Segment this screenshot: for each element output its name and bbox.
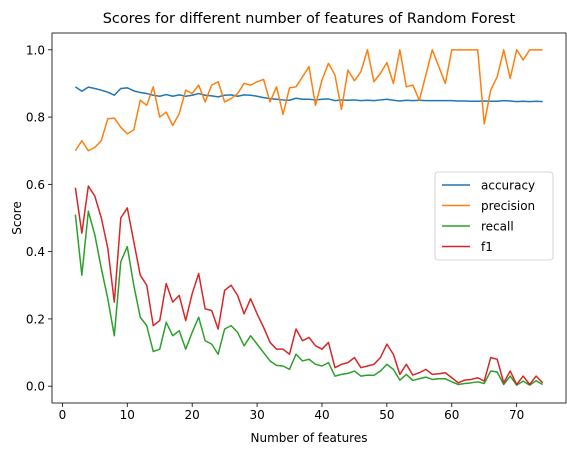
y-tick-label: 0.0 — [26, 380, 45, 394]
plot-area — [51, 32, 567, 404]
y-axis-label: Score — [10, 201, 24, 235]
series-lines — [74, 49, 544, 386]
chart-title: Scores for different number of features … — [103, 11, 516, 27]
plot-frame — [51, 32, 567, 404]
y-tick-label: 1.0 — [26, 43, 45, 57]
legend: accuracy precision recall f1 — [434, 171, 554, 261]
x-tick-label: 0 — [59, 408, 67, 422]
x-tick-label: 40 — [314, 408, 329, 422]
x-tick-label: 20 — [185, 408, 200, 422]
y-tick-label: 0.4 — [26, 245, 45, 259]
x-tick-label: 30 — [249, 408, 264, 422]
y-tick-label: 0.2 — [26, 312, 45, 326]
legend-frame — [434, 171, 554, 261]
y-tick-label: 0.8 — [26, 111, 45, 125]
x-tick-label: 10 — [120, 408, 135, 422]
series-line-f1 — [74, 185, 544, 386]
x-tick-label: 60 — [444, 408, 459, 422]
series-line-recall — [74, 210, 544, 386]
x-tick-label: 70 — [509, 408, 524, 422]
x-axis-label: Number of features — [251, 431, 368, 445]
legend-label-accuracy: accuracy — [481, 179, 535, 193]
legend-label-recall: recall — [481, 220, 514, 234]
y-axis: 0.0 0.2 0.4 0.6 0.8 1.0 — [26, 43, 52, 394]
y-tick-label: 0.6 — [26, 178, 45, 192]
x-axis: 0 10 20 30 40 50 60 70 — [59, 403, 524, 422]
legend-label-precision: precision — [481, 199, 535, 213]
series-line-precision — [74, 49, 543, 152]
series-line-accuracy — [74, 86, 543, 103]
legend-label-f1: f1 — [481, 240, 493, 254]
x-tick-label: 50 — [379, 408, 394, 422]
